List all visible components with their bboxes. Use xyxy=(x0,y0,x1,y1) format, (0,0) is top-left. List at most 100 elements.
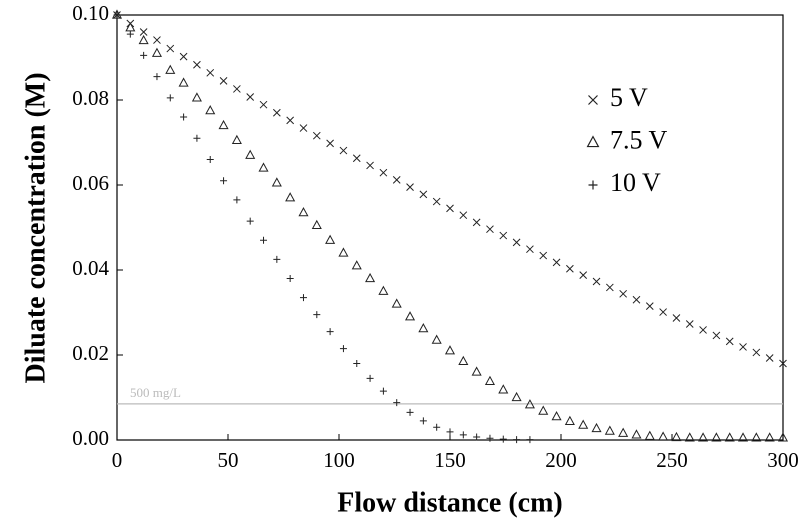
data-point xyxy=(298,207,309,217)
y-tick-label: 0.06 xyxy=(72,171,109,195)
data-point xyxy=(193,60,201,69)
data-point xyxy=(444,345,456,355)
data-point xyxy=(685,320,694,328)
data-point xyxy=(432,197,441,206)
x-axis-title: Flow distance (cm) xyxy=(337,487,563,518)
data-point xyxy=(551,411,562,421)
data-point xyxy=(258,162,269,172)
data-point xyxy=(512,238,521,247)
data-point xyxy=(205,105,216,115)
data-point xyxy=(471,366,482,376)
data-point xyxy=(764,432,775,442)
data-point xyxy=(777,432,789,442)
data-point xyxy=(272,108,281,117)
plot-frame xyxy=(116,14,784,441)
data-point xyxy=(671,431,682,442)
data-point xyxy=(645,302,654,310)
y-tick-label: 0.04 xyxy=(72,256,109,280)
data-point xyxy=(578,419,589,429)
data-point xyxy=(711,432,722,442)
data-point xyxy=(352,154,361,163)
data-point xyxy=(566,264,574,273)
legend-marker xyxy=(588,95,598,105)
data-point xyxy=(151,47,163,57)
data-point xyxy=(431,334,442,344)
data-point xyxy=(433,423,441,431)
data-point xyxy=(325,234,336,244)
data-point xyxy=(472,218,481,227)
data-point xyxy=(271,177,282,187)
data-point xyxy=(418,323,429,333)
data-point xyxy=(552,258,561,267)
data-point xyxy=(165,64,176,74)
data-point xyxy=(245,149,256,159)
y-axis-title: Diluate concentration (M) xyxy=(20,72,51,383)
data-point xyxy=(113,11,121,19)
x-tick-label: 150 xyxy=(434,448,466,472)
data-point xyxy=(419,190,428,199)
data-point xyxy=(524,399,535,409)
data-point xyxy=(206,68,215,77)
data-point xyxy=(339,146,348,155)
data-point xyxy=(326,139,334,148)
data-point xyxy=(484,375,496,385)
data-point xyxy=(311,219,322,230)
data-point xyxy=(246,217,254,225)
y-tick-label: 0.02 xyxy=(72,341,109,365)
data-point xyxy=(246,93,255,101)
data-point xyxy=(391,298,402,308)
data-point xyxy=(233,85,241,93)
y-tick-label: 0.08 xyxy=(72,86,109,110)
data-point xyxy=(365,272,376,283)
data-point xyxy=(299,294,307,302)
data-point xyxy=(219,77,228,85)
data-point xyxy=(511,391,522,402)
data-point xyxy=(446,204,454,213)
data-point xyxy=(579,271,588,279)
data-point xyxy=(618,427,629,437)
data-point xyxy=(273,255,281,263)
data-point xyxy=(153,36,161,44)
data-point xyxy=(632,295,641,304)
data-point xyxy=(286,275,294,282)
data-point xyxy=(446,428,454,436)
data-point xyxy=(419,417,427,425)
data-point xyxy=(259,100,268,109)
data-point xyxy=(539,251,548,260)
data-point xyxy=(526,245,534,254)
data-point xyxy=(404,311,416,321)
data-point xyxy=(538,405,549,415)
data-point xyxy=(179,52,188,61)
data-point xyxy=(498,384,509,394)
data-point xyxy=(218,119,229,130)
data-point xyxy=(326,328,334,336)
data-point xyxy=(725,337,734,346)
data-point xyxy=(339,345,347,353)
data-point xyxy=(180,113,188,121)
data-point xyxy=(672,314,681,322)
data-point xyxy=(513,436,521,444)
data-point xyxy=(193,134,201,142)
data-point xyxy=(644,430,655,440)
data-point xyxy=(499,231,508,240)
data-point xyxy=(379,387,387,395)
data-point xyxy=(699,326,707,334)
data-point xyxy=(592,277,601,286)
data-point xyxy=(737,432,749,442)
data-point xyxy=(684,432,695,442)
data-point xyxy=(499,435,507,443)
data-point xyxy=(631,429,642,439)
data-point xyxy=(779,359,787,368)
data-point xyxy=(392,176,401,184)
x-tick-label: 300 xyxy=(767,448,799,472)
data-point xyxy=(604,425,615,435)
y-tick-label: 0.10 xyxy=(72,1,109,25)
y-tick-label: 0.00 xyxy=(72,426,109,450)
data-point xyxy=(526,436,534,444)
x-tick-label: 250 xyxy=(656,448,688,472)
data-point xyxy=(658,431,669,441)
data-point xyxy=(233,196,241,204)
legend-label: 10 V xyxy=(610,168,661,197)
data-point xyxy=(286,116,295,125)
